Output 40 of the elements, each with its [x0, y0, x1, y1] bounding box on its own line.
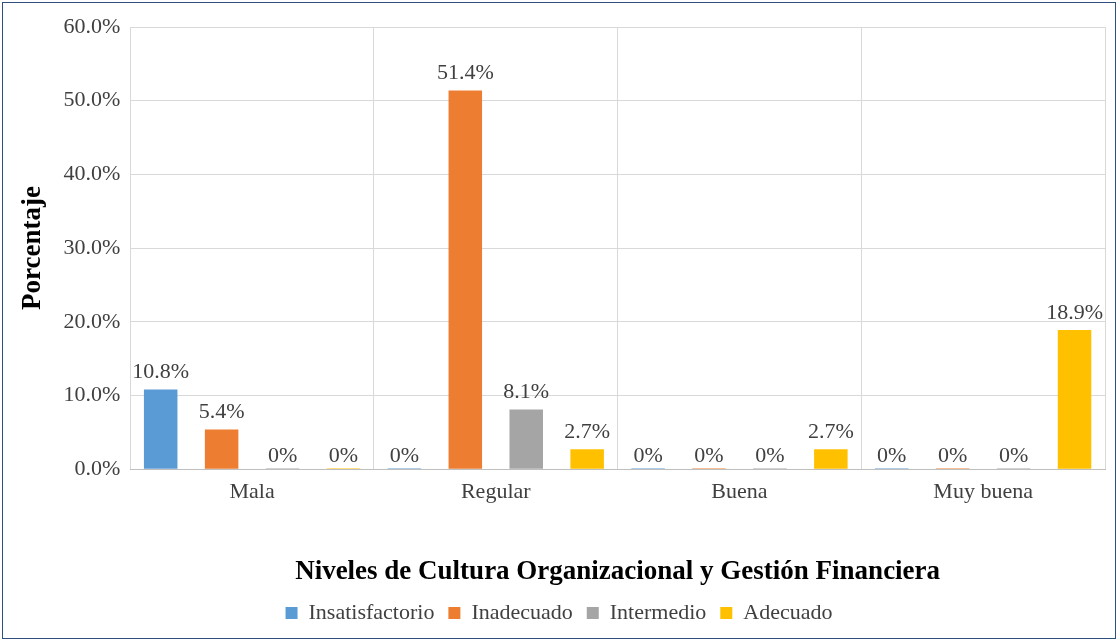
y-tick-label: 60.0%	[63, 12, 121, 38]
y-tick-label: 50.0%	[63, 86, 121, 112]
bar	[204, 429, 239, 469]
data-label: 0%	[998, 441, 1029, 467]
y-tick-label: 40.0%	[63, 160, 121, 186]
x-tick-label: Regular	[460, 478, 532, 504]
legend-label: Insatisfactorio	[308, 598, 435, 624]
legend-label: Inadecuado	[471, 598, 573, 624]
data-label: 2.7%	[564, 418, 611, 444]
x-axis-title: Niveles de Cultura Organizacional y Gestión Financiera	[295, 554, 941, 585]
bar	[448, 90, 483, 469]
y-tick-label: 20.0%	[63, 307, 121, 333]
y-tick-label: 10.0%	[63, 381, 121, 407]
data-label: 5.4%	[198, 398, 245, 424]
data-label: 0%	[328, 441, 359, 467]
data-label: 0%	[938, 441, 968, 467]
data-label: 18.9%	[1046, 298, 1103, 324]
data-label: 8.1%	[503, 378, 550, 404]
data-label: 0%	[877, 441, 907, 467]
y-tick-label: 30.0%	[63, 233, 121, 259]
data-label: 0%	[389, 441, 420, 467]
legend-label: Intermedio	[609, 598, 707, 624]
x-tick-label: Buena	[711, 478, 768, 504]
data-label: 10.8%	[132, 358, 190, 384]
data-label: 2.7%	[807, 418, 854, 444]
data-label: 0%	[267, 441, 298, 467]
bar	[143, 389, 178, 469]
bar	[509, 409, 543, 469]
data-label: 0%	[694, 441, 724, 467]
y-tick-label: 0.0%	[74, 454, 121, 480]
legend-label: Adecuado	[743, 598, 833, 624]
bar	[814, 449, 848, 469]
data-label: 0%	[633, 441, 663, 467]
y-axis-title: Porcentaje	[16, 186, 47, 311]
data-label: 51.4%	[436, 59, 494, 85]
data-label: 0%	[755, 441, 785, 467]
bar	[1057, 329, 1092, 469]
x-tick-label: Muy buena	[933, 478, 1034, 504]
bar	[570, 449, 604, 469]
x-tick-label: Mala	[229, 478, 275, 504]
